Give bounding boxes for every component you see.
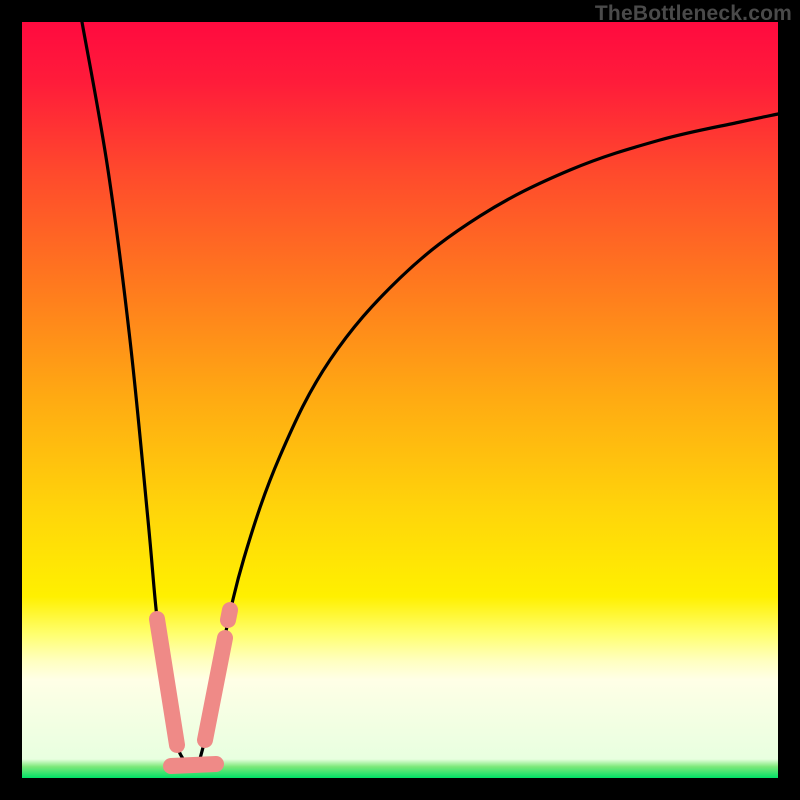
bead-right_dot (228, 610, 230, 620)
bead-valley_beads (171, 764, 216, 766)
canvas: TheBottleneck.com (0, 0, 800, 800)
bottleneck-chart (0, 0, 800, 800)
watermark-text: TheBottleneck.com (595, 2, 792, 26)
